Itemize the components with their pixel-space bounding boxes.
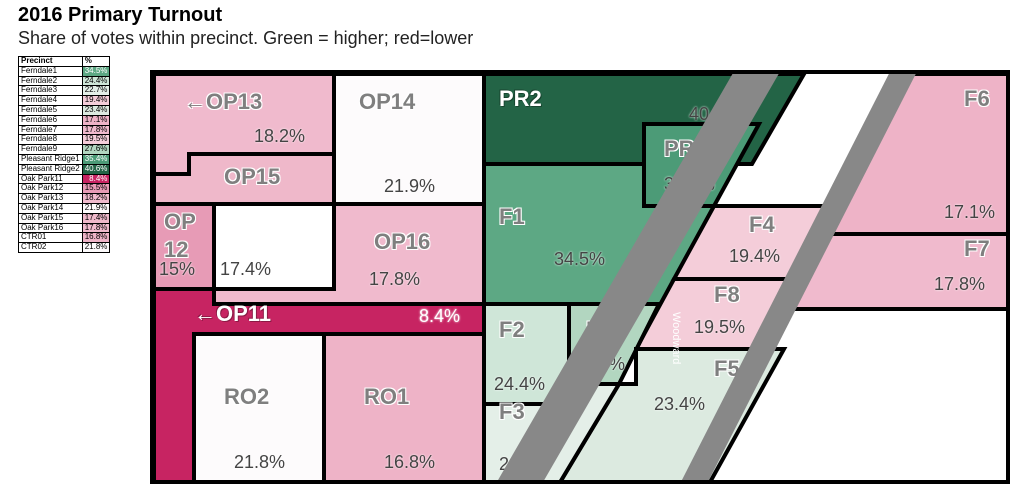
legend-row: Oak Park1318.2% <box>19 194 110 204</box>
legend-precinct: Ferndale4 <box>19 96 83 106</box>
legend-row: Pleasant Ridge135.4% <box>19 154 110 164</box>
legend-row: Pleasant Ridge240.6% <box>19 164 110 174</box>
legend-row: Ferndale134.5% <box>19 66 110 76</box>
legend-pct: 40.6% <box>82 164 110 174</box>
region-op14: OP1421.9% <box>334 74 484 204</box>
region-ro2: RO221.8% <box>194 334 324 484</box>
legend-row: Ferndale617.1% <box>19 115 110 125</box>
legend-row: Oak Park1421.9% <box>19 203 110 213</box>
precinct-map: ←OP1318.2%OP1421.9%PR240.6%PR135.4%F617.… <box>150 70 1010 484</box>
legend-pct: 17.1% <box>82 115 110 125</box>
road-label: Woodward <box>670 312 682 364</box>
chart-subtitle: Share of votes within precinct. Green = … <box>18 28 473 49</box>
legend-pct: 27.6% <box>82 145 110 155</box>
chart-title: 2016 Primary Turnout <box>18 4 222 27</box>
legend-pct: 18.2% <box>82 194 110 204</box>
legend-precinct: CTR02 <box>19 243 83 253</box>
legend-precinct: Ferndale5 <box>19 105 83 115</box>
legend-precinct: Ferndale6 <box>19 115 83 125</box>
legend-row: Ferndale419.4% <box>19 96 110 106</box>
legend-row: CTR0221.8% <box>19 243 110 253</box>
road-label: Railroad Tracks <box>825 313 841 390</box>
legend-col-pct: % <box>82 57 110 67</box>
legend-pct: 21.8% <box>82 243 110 253</box>
legend-precinct: Pleasant Ridge2 <box>19 164 83 174</box>
legend-precinct: Oak Park15 <box>19 213 83 223</box>
legend-pct: 35.4% <box>82 154 110 164</box>
legend-precinct: Oak Park14 <box>19 203 83 213</box>
legend-pct: 23.4% <box>82 105 110 115</box>
legend-pct: 34.5% <box>82 66 110 76</box>
legend-precinct: Pleasant Ridge1 <box>19 154 83 164</box>
legend-col-precinct: Precinct <box>19 57 83 67</box>
legend-row: Ferndale927.6% <box>19 145 110 155</box>
legend-row: Ferndale523.4% <box>19 105 110 115</box>
legend-precinct: Ferndale9 <box>19 145 83 155</box>
legend-pct: 21.9% <box>82 203 110 213</box>
region-op12: OP1215% <box>154 204 214 289</box>
legend-precinct: Oak Park13 <box>19 194 83 204</box>
region-ro1: RO116.8% <box>324 334 484 484</box>
legend-precinct: Ferndale1 <box>19 66 83 76</box>
legend-pct: 17.4% <box>82 213 110 223</box>
legend-pct: 19.4% <box>82 96 110 106</box>
legend-row: Oak Park1517.4% <box>19 213 110 223</box>
legend-table: Precinct % Ferndale134.5%Ferndale224.4%F… <box>18 56 110 253</box>
